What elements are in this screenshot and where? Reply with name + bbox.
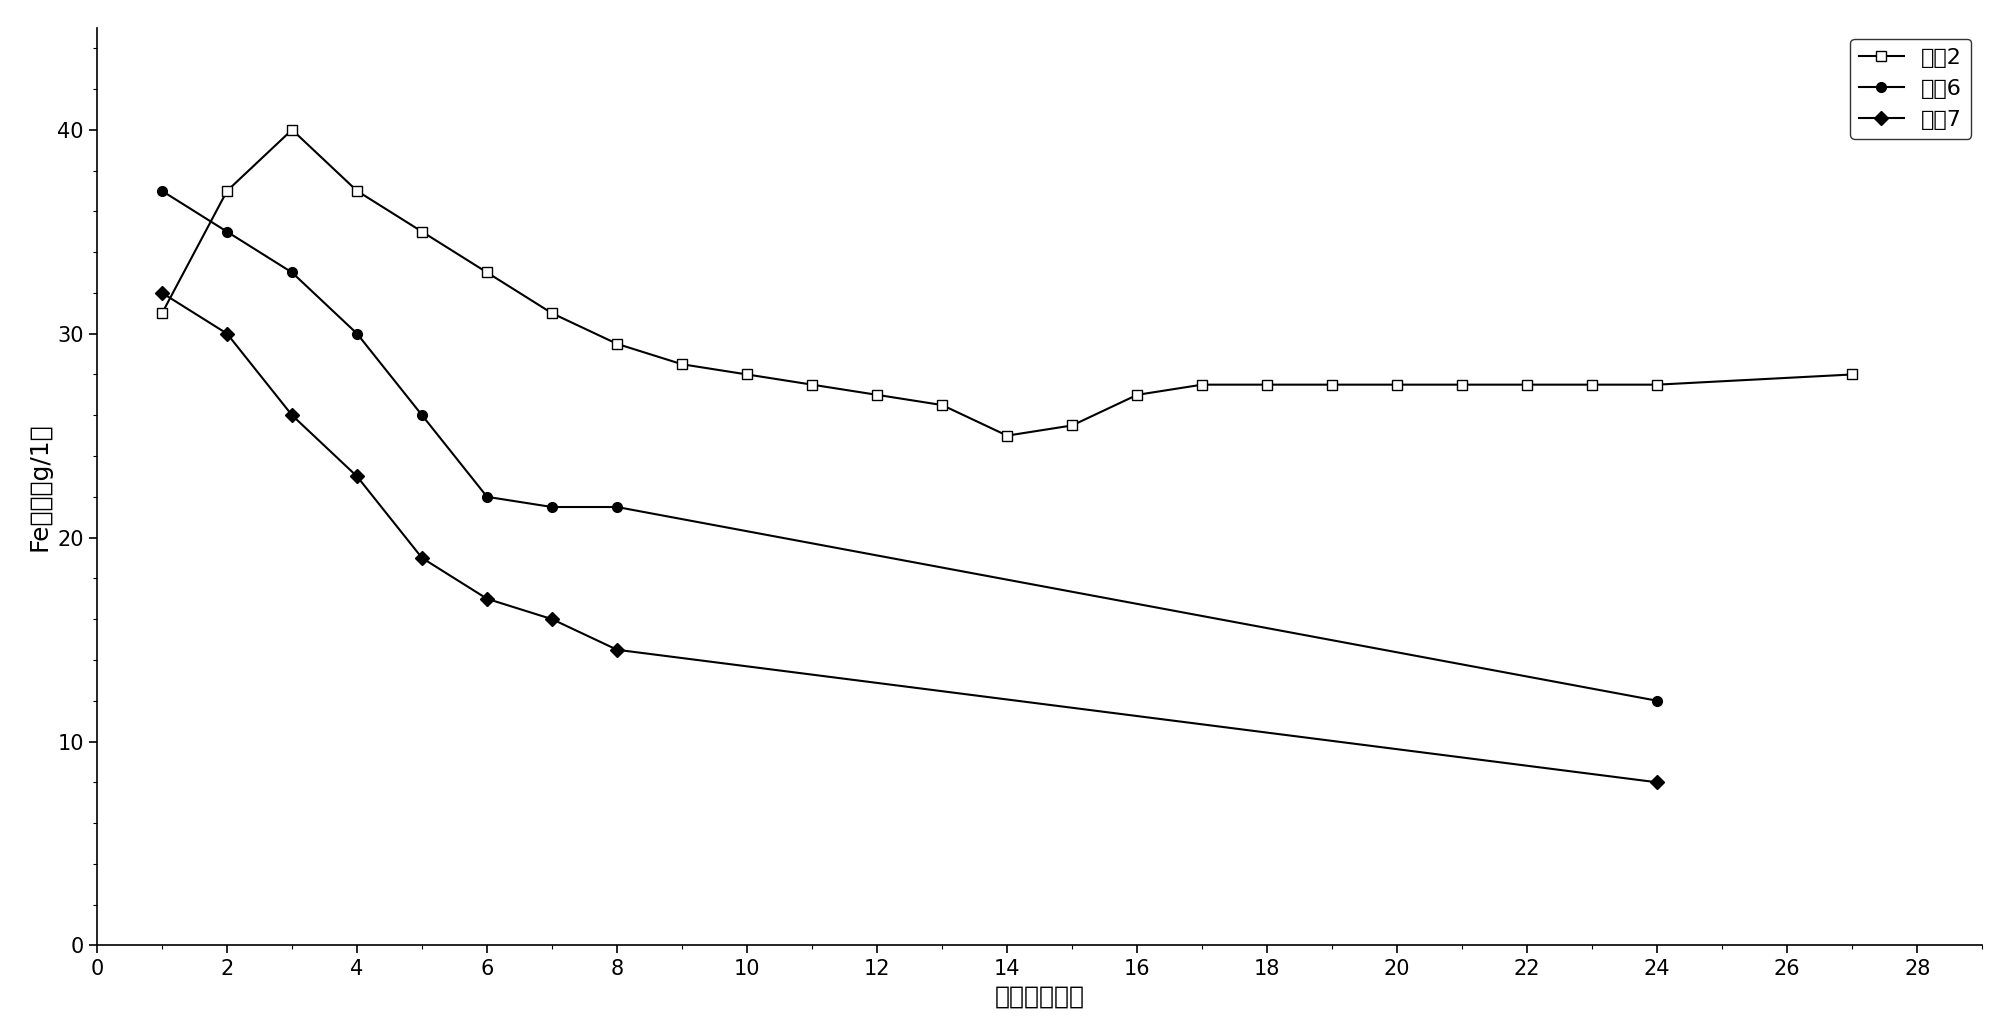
试骆2 [346,184,370,197]
Line: 试骆7: 试骆7 [157,288,1662,787]
试骆7 [410,552,434,565]
试骆7 [1644,776,1668,788]
试骆2 [1321,378,1345,391]
试骆2 [1516,378,1540,391]
试骆2 [279,123,304,136]
试骆2 [474,266,498,279]
试骆2 [995,430,1019,442]
试骆2 [669,358,693,371]
试骆7 [346,470,370,483]
试骆6 [474,491,498,503]
Y-axis label: Fe濃度（g/1）: Fe濃度（g/1） [28,423,52,551]
试骆2 [1126,388,1150,401]
试骆6 [541,500,565,513]
试骆2 [215,184,239,197]
Legend: 试骆2, 试骆6, 试骆7: 试骆2, 试骆6, 试骆7 [1851,39,1972,139]
试骆2 [1385,378,1409,391]
试骆2 [931,399,955,411]
试骆6 [346,327,370,340]
试骆2 [1644,378,1668,391]
Line: 试骆6: 试骆6 [157,186,1662,706]
试骆7 [541,613,565,626]
试骆2 [151,307,175,319]
Line: 试骆2: 试骆2 [157,125,1857,440]
试骆7 [215,327,239,340]
试骆6 [410,409,434,422]
试骆7 [605,643,629,656]
试骆6 [151,184,175,197]
试骆2 [541,307,565,319]
试骆2 [605,338,629,350]
试骆2 [736,368,760,380]
试骆2 [1839,368,1863,380]
试骆6 [605,500,629,513]
试骆2 [1190,378,1214,391]
试骆6 [215,226,239,238]
试骆2 [410,226,434,238]
试骆2 [1449,378,1473,391]
试骆7 [151,287,175,299]
试骆2 [1254,378,1278,391]
试骆7 [474,593,498,605]
试骆2 [1580,378,1604,391]
试骆2 [864,388,888,401]
试骆6 [1644,694,1668,707]
试骆2 [800,378,824,391]
试骆7 [279,409,304,422]
试骆2 [1059,420,1083,432]
X-axis label: 时间（小时）: 时间（小时） [995,984,1085,1008]
试骆6 [279,266,304,279]
